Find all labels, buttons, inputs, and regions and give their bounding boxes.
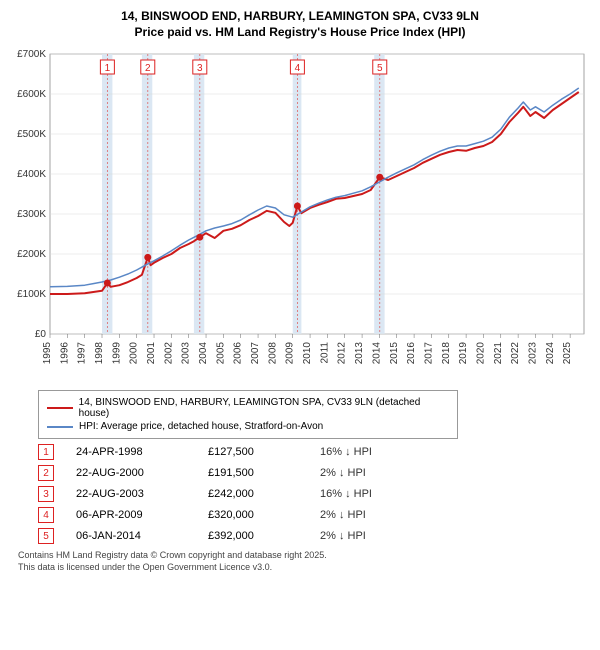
svg-text:2016: 2016 <box>406 342 417 365</box>
event-row: 4 06-APR-2009 £320,000 2% ↓ HPI <box>38 507 582 523</box>
event-date: 24-APR-1998 <box>76 446 186 458</box>
svg-text:2015: 2015 <box>389 342 400 365</box>
svg-text:2024: 2024 <box>545 342 556 365</box>
svg-text:2025: 2025 <box>562 342 573 365</box>
event-date: 22-AUG-2000 <box>76 467 186 479</box>
legend-swatch-1 <box>47 407 73 409</box>
event-price: £320,000 <box>208 509 298 521</box>
svg-text:1997: 1997 <box>77 342 88 365</box>
svg-text:£600K: £600K <box>17 89 46 100</box>
svg-text:£100K: £100K <box>17 289 46 300</box>
event-marker: 5 <box>38 528 54 544</box>
svg-text:£300K: £300K <box>17 209 46 220</box>
svg-text:2010: 2010 <box>302 342 313 365</box>
legend: 14, BINSWOOD END, HARBURY, LEAMINGTON SP… <box>38 390 458 439</box>
event-date: 06-JAN-2014 <box>76 530 186 542</box>
svg-text:2007: 2007 <box>250 342 261 365</box>
chart-area: £0 £100K £200K £300K £400K £500K £600K £700K 199… <box>10 44 590 384</box>
event-row: 2 22-AUG-2000 £191,500 2% ↓ HPI <box>38 465 582 481</box>
svg-text:1998: 1998 <box>94 342 105 365</box>
svg-text:2012: 2012 <box>337 342 348 365</box>
svg-text:2: 2 <box>145 63 151 74</box>
event-price: £191,500 <box>208 467 298 479</box>
svg-text:2020: 2020 <box>475 342 486 365</box>
event-delta: 16% ↓ HPI <box>320 488 372 500</box>
svg-text:1: 1 <box>105 63 111 74</box>
svg-text:2008: 2008 <box>267 342 278 365</box>
event-date: 22-AUG-2003 <box>76 488 186 500</box>
svg-text:2002: 2002 <box>163 342 174 365</box>
svg-text:2009: 2009 <box>285 342 296 365</box>
svg-text:2017: 2017 <box>423 342 434 365</box>
footer-line1: Contains HM Land Registry data © Crown c… <box>18 550 327 560</box>
svg-text:2011: 2011 <box>319 342 330 364</box>
event-price: £127,500 <box>208 446 298 458</box>
legend-label-2: HPI: Average price, detached house, Stra… <box>79 421 323 432</box>
event-delta: 2% ↓ HPI <box>320 530 366 542</box>
event-delta: 16% ↓ HPI <box>320 446 372 458</box>
svg-text:£0: £0 <box>35 329 47 340</box>
svg-text:3: 3 <box>197 63 203 74</box>
svg-text:1996: 1996 <box>59 342 70 365</box>
svg-text:2013: 2013 <box>354 342 365 365</box>
event-marker: 2 <box>38 465 54 481</box>
line-chart: £0 £100K £200K £300K £400K £500K £600K £700K 199… <box>10 44 590 384</box>
event-marker: 4 <box>38 507 54 523</box>
svg-text:1995: 1995 <box>42 342 53 365</box>
svg-text:2014: 2014 <box>371 342 382 365</box>
legend-row-1: 14, BINSWOOD END, HARBURY, LEAMINGTON SP… <box>47 397 449 419</box>
events-table: 1 24-APR-1998 £127,500 16% ↓ HPI 2 22-AUG-200… <box>38 444 582 544</box>
svg-text:£200K: £200K <box>17 249 46 260</box>
event-marker: 3 <box>38 486 54 502</box>
svg-text:2003: 2003 <box>181 342 192 365</box>
title-line1: 14, BINSWOOD END, HARBURY, LEAMINGTON SP… <box>121 9 479 23</box>
svg-text:2021: 2021 <box>493 342 504 365</box>
footer-line2: This data is licensed under the Open Gov… <box>18 562 272 572</box>
svg-text:2018: 2018 <box>441 342 452 365</box>
svg-text:2006: 2006 <box>233 342 244 365</box>
event-row: 1 24-APR-1998 £127,500 16% ↓ HPI <box>38 444 582 460</box>
svg-text:2019: 2019 <box>458 342 469 365</box>
svg-text:£700K: £700K <box>17 49 46 60</box>
title-line2: Price paid vs. HM Land Registry's House … <box>135 25 466 39</box>
svg-text:2005: 2005 <box>215 342 226 365</box>
svg-text:2001: 2001 <box>146 342 157 365</box>
event-row: 5 06-JAN-2014 £392,000 2% ↓ HPI <box>38 528 582 544</box>
chart-title: 14, BINSWOOD END, HARBURY, LEAMINGTON SP… <box>10 8 590 40</box>
svg-text:£500K: £500K <box>17 129 46 140</box>
event-delta: 2% ↓ HPI <box>320 509 366 521</box>
svg-text:5: 5 <box>377 63 383 74</box>
event-row: 3 22-AUG-2003 £242,000 16% ↓ HPI <box>38 486 582 502</box>
event-date: 06-APR-2009 <box>76 509 186 521</box>
event-price: £392,000 <box>208 530 298 542</box>
svg-text:4: 4 <box>295 63 301 74</box>
svg-text:2023: 2023 <box>527 342 538 365</box>
footer: Contains HM Land Registry data © Crown c… <box>18 550 590 573</box>
event-delta: 2% ↓ HPI <box>320 467 366 479</box>
svg-text:2000: 2000 <box>129 342 140 365</box>
event-price: £242,000 <box>208 488 298 500</box>
svg-text:2022: 2022 <box>510 342 521 365</box>
svg-text:1999: 1999 <box>111 342 122 365</box>
legend-row-2: HPI: Average price, detached house, Stra… <box>47 421 449 432</box>
svg-text:2004: 2004 <box>198 342 209 365</box>
event-marker: 1 <box>38 444 54 460</box>
legend-label-1: 14, BINSWOOD END, HARBURY, LEAMINGTON SP… <box>79 397 449 419</box>
legend-swatch-2 <box>47 426 73 428</box>
svg-text:£400K: £400K <box>17 169 46 180</box>
